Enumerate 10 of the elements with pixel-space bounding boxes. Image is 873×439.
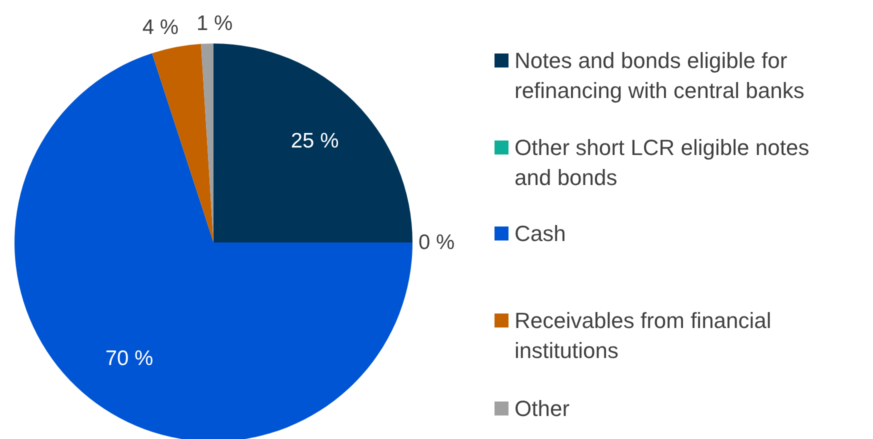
legend-label: Other short LCR eligible notes and bonds xyxy=(514,135,810,190)
legend-label: Cash xyxy=(514,221,566,246)
data-label: 1 % xyxy=(196,12,233,36)
text: 0 % xyxy=(418,231,455,254)
data-label: 70 % xyxy=(105,346,154,370)
data-label: 4 % xyxy=(142,16,179,39)
data-label: 25 % xyxy=(290,130,339,153)
legend-label: Other xyxy=(514,396,570,421)
legend-label: Notes and bonds eligible for refinancing with central banks xyxy=(514,48,804,103)
legend-label: Receivables from financial institutions xyxy=(514,308,772,363)
